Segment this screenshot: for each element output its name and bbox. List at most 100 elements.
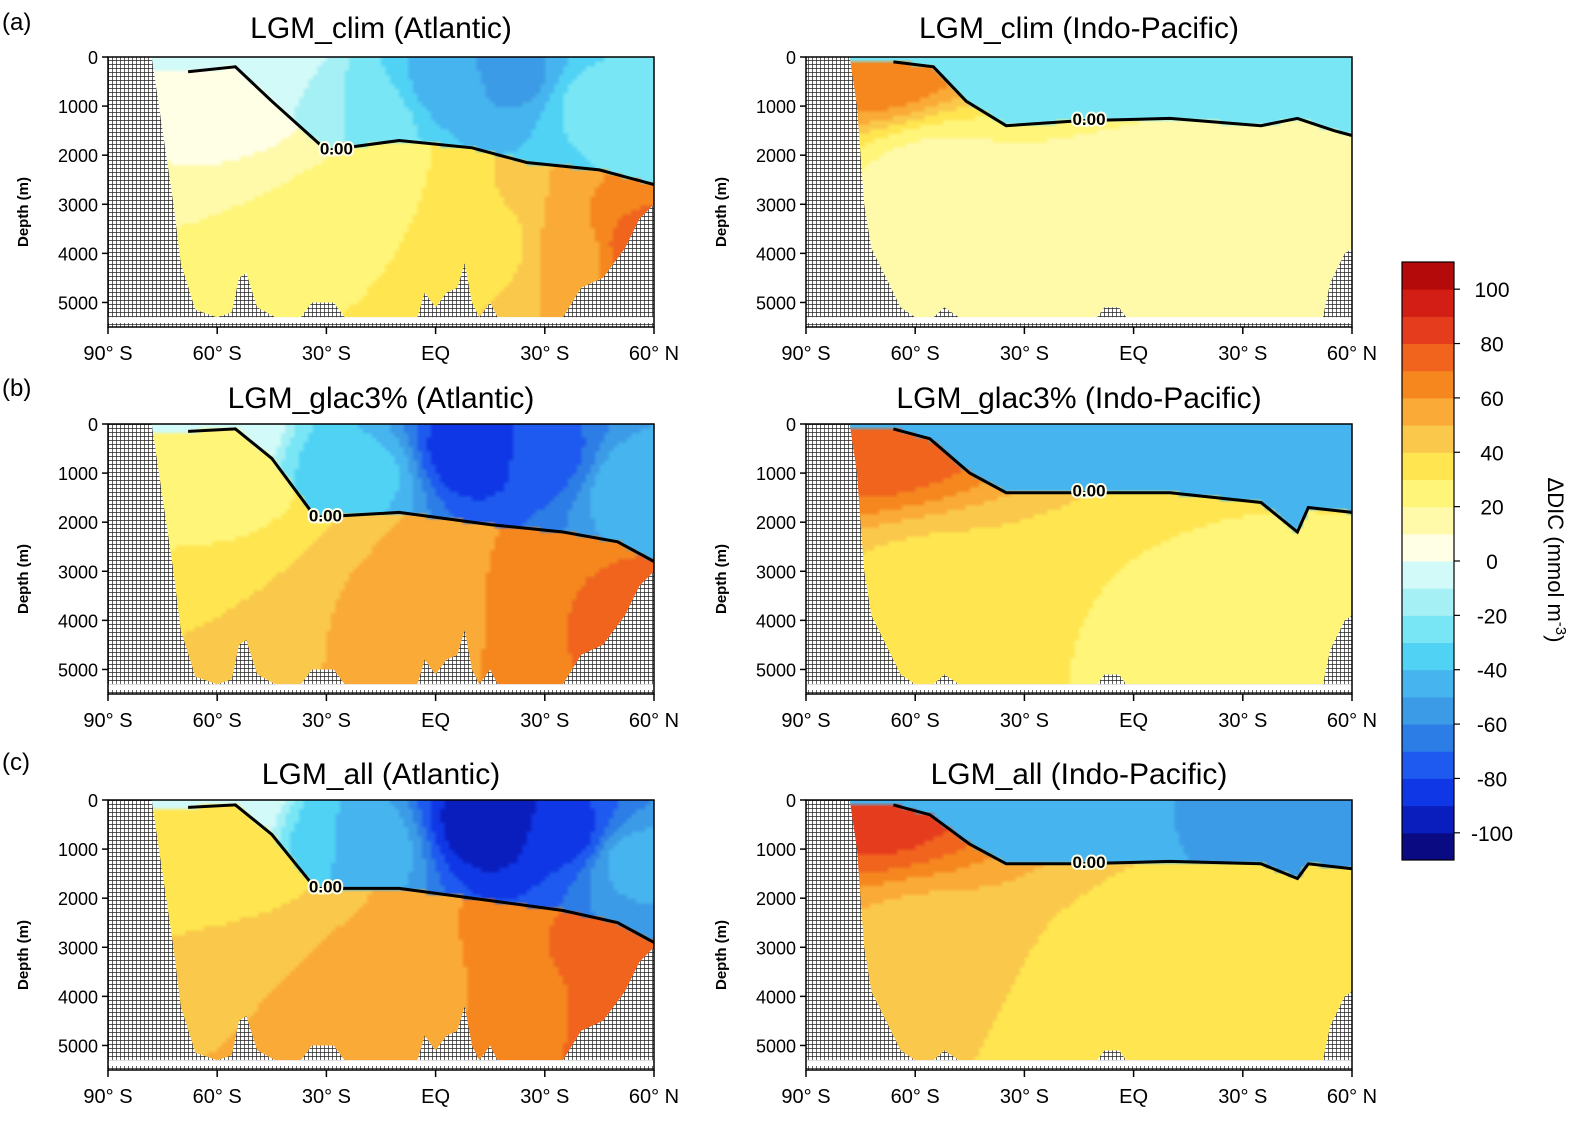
colorbar-swatch bbox=[1402, 751, 1454, 779]
x-tick-label: 60° S bbox=[891, 343, 940, 365]
y-tick-label: 0 bbox=[786, 48, 796, 68]
y-tick-label: 1000 bbox=[756, 840, 796, 860]
colorbar-swatch bbox=[1402, 832, 1454, 861]
y-tick-label: 0 bbox=[786, 791, 796, 811]
topography-mask bbox=[806, 800, 1352, 1070]
y-tick-label: 5000 bbox=[58, 660, 98, 680]
panel-5: LGM_all (Indo-Pacific) 0.00 0 1000 2000 3000 4… bbox=[713, 758, 1377, 1108]
colorbar-tick-label: -40 bbox=[1477, 660, 1507, 683]
x-tick-label: 60° S bbox=[891, 710, 940, 732]
dic-field bbox=[108, 800, 654, 1070]
x-tick-label: 30° S bbox=[302, 710, 351, 732]
x-tick-label: 60° S bbox=[193, 1086, 242, 1108]
colorbar-tick-label: 80 bbox=[1480, 334, 1503, 357]
x-tick-label: 60° N bbox=[1327, 710, 1377, 732]
y-axis-label: Depth (m) bbox=[15, 177, 32, 247]
floor-band bbox=[108, 317, 654, 324]
colorbar: 100 80 60 40 20 0 -20 -40 -60 -80 -100 ΔDIC (mmol … bbox=[1401, 261, 1569, 861]
floor-band bbox=[108, 684, 654, 691]
x-tick-label: 90° S bbox=[781, 343, 830, 365]
floor-band bbox=[806, 684, 1352, 691]
x-tick-label: 30° S bbox=[1000, 1086, 1049, 1108]
topography-mask bbox=[108, 800, 654, 1070]
panel-title: LGM_all (Indo-Pacific) bbox=[931, 758, 1228, 791]
y-tick-label: 1000 bbox=[58, 840, 98, 860]
contour-label: 0.00 bbox=[320, 139, 353, 158]
colorbar-swatch bbox=[1402, 669, 1454, 698]
x-tick-label: 60° N bbox=[1327, 1086, 1377, 1108]
dic-field bbox=[806, 800, 1352, 1070]
x-tick-label: EQ bbox=[421, 710, 450, 732]
y-tick-label: 4000 bbox=[58, 987, 98, 1007]
y-tick-label: 1000 bbox=[756, 97, 796, 117]
colorbar-swatch bbox=[1402, 696, 1454, 725]
x-tick-label: 30° S bbox=[520, 710, 569, 732]
colorbar-swatch bbox=[1402, 343, 1454, 372]
colorbar-tick-label: 0 bbox=[1486, 551, 1498, 574]
y-tick-label: 2000 bbox=[58, 146, 98, 166]
y-tick-label: 2000 bbox=[756, 146, 796, 166]
contour-label: 0.00 bbox=[309, 506, 342, 525]
y-tick-label: 4000 bbox=[756, 987, 796, 1007]
x-tick-label: 30° S bbox=[1000, 710, 1049, 732]
x-tick-label: EQ bbox=[1119, 710, 1148, 732]
topography-mask bbox=[108, 57, 654, 327]
x-tick-label: 60° N bbox=[1327, 343, 1377, 365]
y-tick-label: 2000 bbox=[58, 889, 98, 909]
y-tick-label: 3000 bbox=[756, 938, 796, 958]
colorbar-swatch bbox=[1402, 289, 1454, 317]
contour-label: 0.00 bbox=[309, 877, 342, 896]
floor-band bbox=[806, 317, 1352, 324]
colorbar-swatch bbox=[1402, 642, 1454, 671]
y-tick-label: 5000 bbox=[756, 293, 796, 313]
x-tick-label: 90° S bbox=[83, 710, 132, 732]
colorbar-label-exponent: -3 bbox=[1552, 622, 1569, 635]
plot-frame bbox=[805, 56, 1353, 328]
panel-3: LGM_glac3% (Indo-Pacific) 0.00 0 1000 2000 30… bbox=[713, 382, 1377, 732]
colorbar-tick-label: -60 bbox=[1477, 714, 1507, 737]
colorbar-tick-label: -80 bbox=[1477, 768, 1507, 791]
colorbar-tick-label: 100 bbox=[1474, 279, 1509, 302]
y-tick-label: 0 bbox=[88, 48, 98, 68]
zero-contour-line bbox=[188, 427, 655, 563]
y-tick-label: 0 bbox=[88, 415, 98, 435]
panel-title: LGM_glac3% (Indo-Pacific) bbox=[896, 382, 1261, 415]
colorbar-swatch bbox=[1402, 506, 1454, 535]
x-tick-label: EQ bbox=[421, 343, 450, 365]
colorbar-tick-label: 40 bbox=[1480, 442, 1503, 465]
y-tick-label: 1000 bbox=[58, 97, 98, 117]
x-tick-label: 60° N bbox=[629, 710, 679, 732]
panel-label-b: (b) bbox=[2, 375, 31, 402]
colorbar-swatch bbox=[1402, 397, 1454, 426]
colorbar-swatch bbox=[1402, 425, 1454, 453]
y-tick-label: 3000 bbox=[756, 562, 796, 582]
y-tick-label: 5000 bbox=[756, 1036, 796, 1056]
y-tick-label: 2000 bbox=[756, 889, 796, 909]
colorbar-swatch bbox=[1402, 588, 1454, 616]
zero-contour-line bbox=[188, 803, 655, 944]
x-tick-label: 30° S bbox=[1218, 343, 1267, 365]
y-axis-label: Depth (m) bbox=[15, 920, 32, 990]
panel-2: LGM_glac3% (Atlantic) 0.00 0 1000 2000 3000 40… bbox=[15, 382, 679, 732]
contour-label: 0.00 bbox=[1072, 482, 1105, 501]
y-axis-label: Depth (m) bbox=[15, 544, 32, 614]
x-tick-label: 90° S bbox=[83, 1086, 132, 1108]
zero-contour-line bbox=[893, 803, 1353, 881]
colorbar-label-base: ΔDIC (mmol m bbox=[1543, 478, 1568, 622]
panel-title: LGM_clim (Atlantic) bbox=[250, 12, 512, 45]
y-tick-label: 4000 bbox=[58, 611, 98, 631]
y-tick-label: 4000 bbox=[58, 244, 98, 264]
colorbar-swatch bbox=[1402, 561, 1454, 589]
x-tick-label: 30° S bbox=[1000, 343, 1049, 365]
colorbar-swatch bbox=[1402, 615, 1454, 644]
panel-label-c: (c) bbox=[2, 749, 30, 776]
colorbar-tick-label: -100 bbox=[1471, 823, 1513, 846]
colorbar-swatch bbox=[1402, 805, 1454, 834]
colorbar-swatch bbox=[1402, 316, 1454, 345]
y-tick-label: 2000 bbox=[58, 513, 98, 533]
x-tick-label: 60° S bbox=[891, 1086, 940, 1108]
x-tick-label: 30° S bbox=[520, 1086, 569, 1108]
plot-frame bbox=[107, 799, 655, 1071]
x-tick-label: 30° S bbox=[302, 1086, 351, 1108]
x-tick-label: 30° S bbox=[1218, 710, 1267, 732]
